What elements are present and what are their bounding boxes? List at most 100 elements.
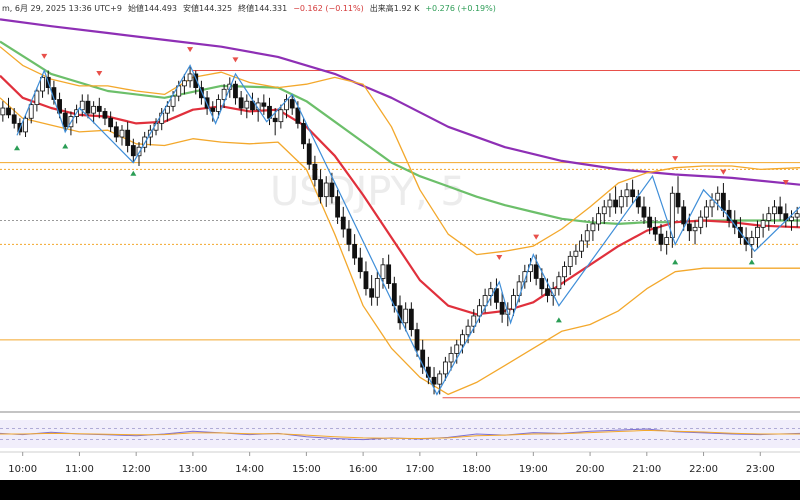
candle-body-33 [187,73,193,82]
candle-body-15 [85,100,91,114]
candle-body-76 [431,376,437,385]
candle-body-100 [567,255,573,267]
candle-body-22 [125,129,131,146]
candle-body-98 [556,276,562,290]
bottom-bar [0,480,800,500]
time-tick-label-7: 17:00 [405,464,434,475]
candle-body-86 [488,288,494,296]
candle-body-20 [113,126,119,138]
candle-body-133 [755,226,760,238]
volume-field: 出来高1.92 K [370,3,420,14]
candle-body-78 [442,361,448,375]
candle-body-51 [289,99,295,109]
pivot-high-marker-2 [187,47,194,53]
time-tick-label-8: 18:00 [462,464,491,475]
candle-body-65 [369,288,375,298]
candle-body-30 [170,95,176,107]
candle-body-85 [482,295,488,307]
candle-body-32 [181,80,187,87]
candle-body-80 [454,344,460,354]
candle-body-0 [0,107,6,116]
oscillator-background [0,420,800,448]
candle-body-114 [647,216,653,228]
pivot-high-marker-8 [782,180,789,186]
candle-body-132 [749,237,755,245]
candle-body-46 [261,102,267,107]
candle-body-62 [352,243,358,259]
oscillator-pane [0,420,800,448]
candle-body-6 [34,90,40,106]
time-tick-label-5: 15:00 [292,464,321,475]
candle-body-102 [579,240,584,252]
pivot-low-marker-2 [130,170,137,176]
candle-body-71 [403,308,409,324]
candle-body-73 [414,329,420,351]
symbol-watermark: USDJPY, 5 [270,169,466,215]
candle-body-19 [108,117,114,128]
pivot-low-marker-3 [555,317,562,323]
candle-body-43 [244,100,250,109]
candle-body-42 [238,97,244,109]
candle-body-10 [57,99,62,114]
candle-body-57 [323,182,329,198]
candle-body-61 [346,228,352,245]
candle-body-66 [374,278,380,298]
candle-body-18 [102,111,108,119]
candle-body-127 [721,192,726,211]
candle-body-134 [760,220,766,228]
change-value: −0.162 (−0.11%) [293,3,364,13]
open-value: 144.493 [143,3,178,13]
candle-body-121 [686,223,692,232]
candle-body-74 [420,349,426,368]
pivot-high-marker-0 [41,53,48,59]
candle-body-94 [533,264,539,279]
pivot-markers [14,47,789,323]
candle-body-2 [11,114,17,124]
candle-body-82 [465,325,471,336]
candle-body-104 [590,223,596,232]
candle-body-68 [386,264,392,284]
candle-body-109 [618,196,624,208]
pivot-low-marker-1 [62,143,69,149]
time-tick-label-3: 13:00 [178,464,207,475]
pivot-low-marker-4 [672,259,679,265]
candle-body-48 [272,117,278,123]
ohlc-header: m, 6月 29, 2025 13:36 UTC+9 始値144.493 安値1… [0,0,800,16]
pivot-high-marker-7 [720,169,727,175]
pivot-low-marker-0 [14,145,21,151]
candle-body-67 [380,264,386,279]
high-label: 安値 [183,3,200,13]
candle-body-88 [499,301,505,315]
candle-body-55 [312,163,318,181]
candle-body-108 [613,199,619,208]
candle-body-79 [448,353,454,363]
candle-body-4 [23,117,28,133]
candle-body-106 [601,206,607,215]
candle-body-44 [250,100,255,111]
time-tick-label-9: 19:00 [519,464,548,475]
range-value: +0.276 (+0.19%) [425,3,496,13]
ma-line-3 [0,46,800,256]
candle-body-39 [221,88,227,100]
close-value: 144.331 [254,3,288,13]
candle-body-72 [408,308,414,331]
candle-body-115 [652,226,658,235]
candle-body-139 [789,216,794,221]
pivot-high-marker-4 [496,255,503,261]
candle-body-103 [584,230,590,242]
candle-body-95 [539,278,545,290]
candle-body-34 [193,73,199,88]
candle-body-116 [658,233,664,245]
time-tick-label-4: 14:00 [235,464,264,475]
candle-body-5 [28,104,34,119]
open-field: 始値144.493 [128,3,177,14]
candle-body-107 [607,199,613,208]
candle-body-135 [766,213,772,221]
candle-body-122 [692,226,698,232]
high-field: 安値144.325 [183,3,232,14]
time-tick-label-6: 16:00 [349,464,378,475]
candle-body-137 [777,206,783,215]
candle-body-90 [511,295,516,310]
candle-body-63 [357,257,363,273]
